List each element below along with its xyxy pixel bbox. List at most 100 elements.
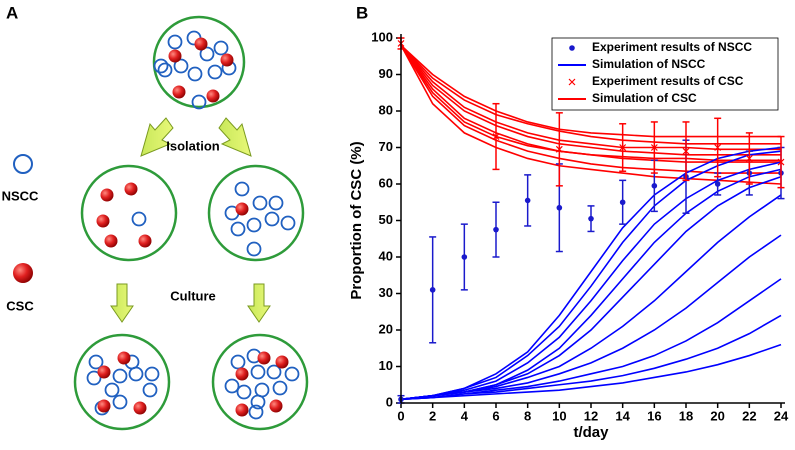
data-point [619,199,626,206]
nscc-cell [128,366,144,382]
y-tick-label: 20 [379,321,393,336]
csc-cell [257,351,271,365]
nscc-cell [234,181,250,197]
x-axis-label: t/day [573,424,609,441]
arrow [110,283,134,323]
data-point [682,147,690,155]
x-tick-label: 20 [710,408,724,423]
nscc-cell [246,241,262,257]
csc-cell [194,37,208,51]
x-tick-label: 8 [524,408,531,423]
csc-cell [96,214,110,228]
x-tick-label: 4 [461,408,469,423]
legend-label: Simulation of CSC [592,91,697,105]
legend-label: CSC [6,298,34,313]
csc-cell [117,351,131,365]
legend-box [551,37,779,111]
simulation-line [400,161,782,401]
nscc-cell [266,364,282,380]
y-tick-label: 80 [379,102,393,117]
x-tick-label: 0 [397,408,404,423]
nscc-cell [224,378,240,394]
y-axis-label: Proportion of CSC (%) [348,141,365,299]
panel-a: A Isolation Culture NSCC CSC [2,3,309,431]
data-point [461,254,468,260]
x-tick-label: 24 [774,408,789,423]
legend-swatch [568,78,576,86]
nscc-cell [284,366,300,382]
nscc-cell [246,217,262,233]
data-point [555,145,563,153]
nscc-cell [153,58,169,74]
nscc-cell [248,404,264,420]
nscc-cell [112,394,128,410]
csc-cell [168,49,182,63]
data-point [429,287,436,293]
csc-cell [220,53,234,67]
x-tick-label: 6 [492,408,499,423]
nscc-cell [112,368,128,384]
data-point [524,197,531,204]
nscc-cell [268,195,284,211]
x-tick-label: 2 [429,408,436,423]
panel-label: A [6,3,18,22]
nscc-cell [230,221,246,237]
nscc-cell [187,66,203,82]
y-tick-label: 10 [379,358,393,373]
csc-cell [124,182,138,196]
data-point [745,155,753,162]
legend-label: Experiment results of NSCC [592,40,752,54]
legend-label: Simulation of NSCC [592,57,706,71]
csc-cell [235,367,249,381]
step-label: Isolation [166,138,220,153]
data-point [492,133,500,140]
nscc-cell [173,58,189,74]
data-point [493,226,499,233]
simulation-line [400,343,782,401]
nscc-cell [191,94,207,110]
nscc-cell [86,370,102,386]
nscc-cell [207,64,223,80]
dish [73,333,171,431]
csc-cell [206,89,220,103]
data-point [650,144,658,151]
csc-cell [275,355,289,369]
y-tick-label: 40 [379,248,393,263]
y-tick-label: 30 [379,285,393,300]
dish [152,15,246,109]
data-point [588,215,594,222]
y-tick-label: 100 [371,29,393,44]
x-tick-label: 10 [552,408,566,423]
arrow [247,283,271,323]
csc-cell [269,399,283,413]
y-tick-label: 90 [379,66,393,81]
nscc-cell [272,380,288,396]
nscc-cell [131,211,147,227]
x-tick-label: 14 [615,408,630,423]
y-tick-label: 70 [379,139,393,154]
csc-cell [172,85,186,99]
nscc-cell [144,366,160,382]
simulation-line [400,168,782,401]
csc-cell [138,234,152,248]
data-point [777,158,785,166]
nscc-cell [254,382,270,398]
x-tick-label: 12 [584,408,598,423]
data-point [556,204,563,211]
nscc-cell [252,195,268,211]
nscc-cell [236,384,252,400]
y-tick-label: 60 [379,175,393,190]
nscc-cell [264,211,280,227]
csc-cell [97,365,111,379]
nscc-cell [199,46,215,62]
y-tick-label: 50 [379,212,393,227]
nscc-cell [88,354,104,370]
csc-cell [104,234,118,248]
panel-label: B [356,3,368,22]
y-tick-label: 0 [386,394,393,409]
dish [211,333,309,431]
nscc-cell [280,215,296,231]
nscc-cell [230,354,246,370]
